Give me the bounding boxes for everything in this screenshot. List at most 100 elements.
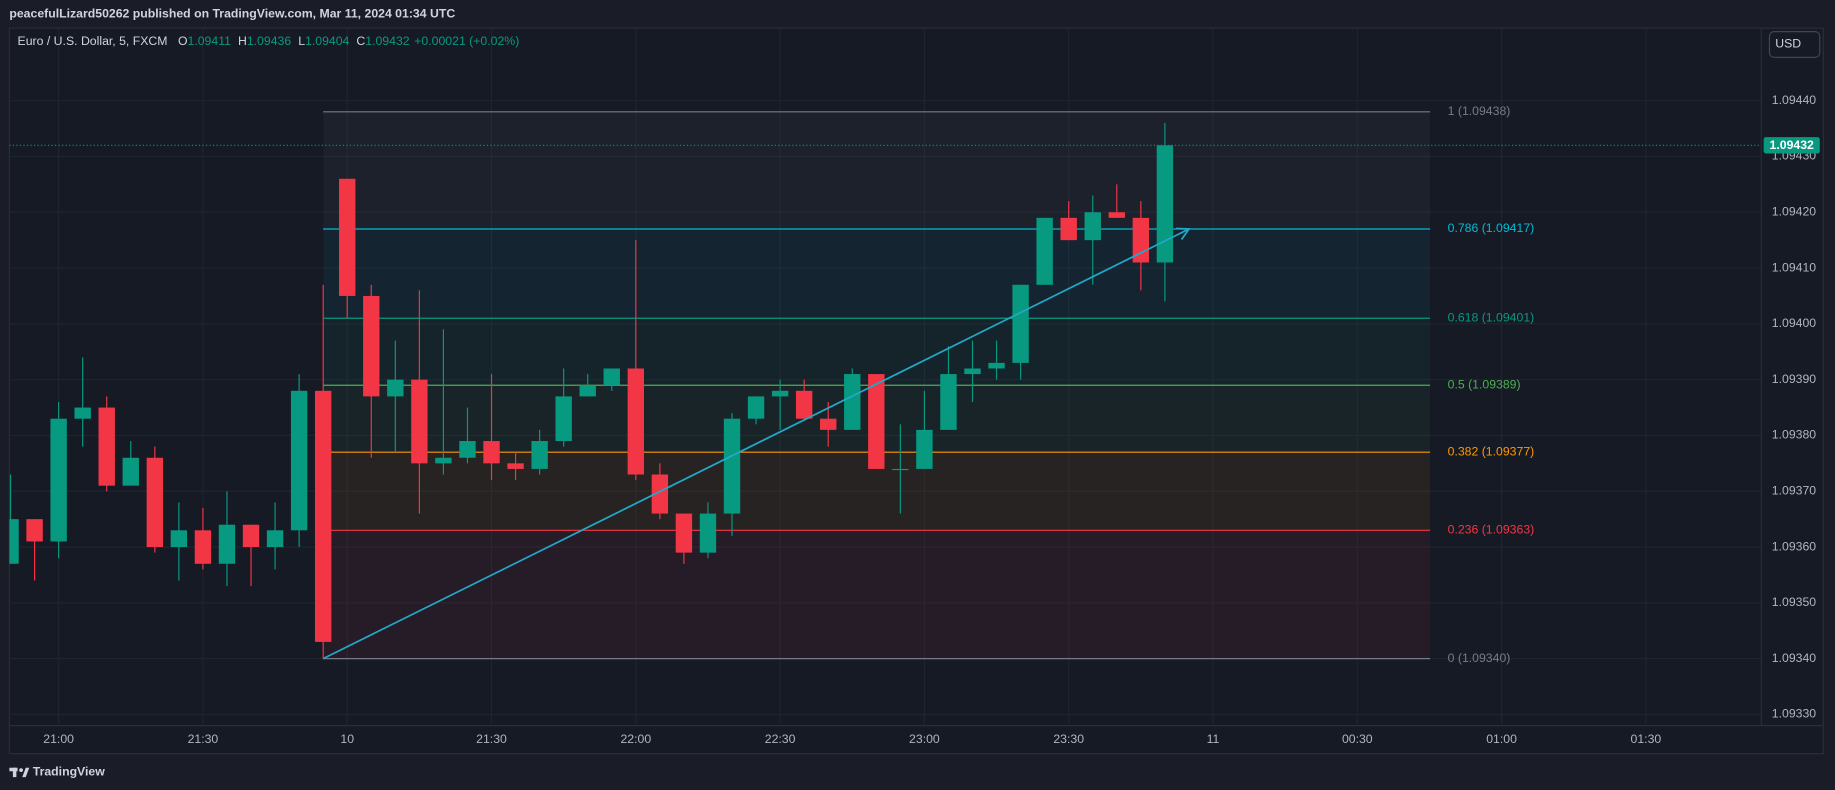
candle-body	[387, 379, 404, 397]
currency-button[interactable]	[1768, 31, 1821, 58]
candle-body	[940, 374, 957, 430]
grid	[9, 28, 1762, 726]
candle-body	[1012, 284, 1029, 363]
candle-body	[50, 418, 67, 542]
x-tick-label: 00:30	[1342, 732, 1373, 746]
candle-body	[411, 379, 428, 464]
legend-value: 1.09411	[188, 34, 232, 48]
candle-body	[1036, 217, 1053, 285]
x-tick-label: 11	[1207, 732, 1220, 746]
last-price-badge	[1763, 137, 1820, 154]
candle-body	[868, 374, 885, 469]
candle-body	[531, 441, 548, 469]
candle-body	[363, 295, 380, 397]
trend-arrow	[1176, 227, 1191, 241]
candle-body	[795, 390, 813, 419]
candle-body	[218, 524, 236, 564]
candle-body	[892, 468, 909, 471]
y-tick-label: 1.09380	[1772, 428, 1817, 442]
legend-value: 1.09404	[305, 34, 350, 48]
x-tick-label: 21:00	[43, 732, 74, 746]
candle-body	[579, 385, 596, 397]
fib-label: 1 (1.09438)	[1448, 104, 1511, 118]
candle-body	[194, 530, 212, 564]
x-tick-label: 01:30	[1631, 732, 1662, 746]
legend-value: 1.09432	[365, 34, 410, 48]
trend-line	[322, 228, 1190, 660]
x-tick-label: 01:00	[1486, 732, 1517, 746]
legend-value: 1.09436	[247, 34, 292, 48]
fib-band	[323, 111, 1431, 229]
legend-key: C	[356, 34, 365, 48]
fib-band	[323, 228, 1431, 319]
candle-body	[459, 441, 476, 458]
candle-body	[916, 429, 933, 469]
candle-body	[1108, 212, 1125, 218]
candle-body	[627, 368, 645, 475]
candle-body	[483, 441, 500, 464]
axes: 1.094401.094301.094201.094101.094001.093…	[43, 93, 1820, 746]
candle-body	[988, 362, 1005, 369]
fib-label: 0 (1.09340)	[1448, 651, 1511, 665]
publish-info: peacefulLizard50262 published on Trading…	[9, 6, 455, 20]
candle-body	[122, 457, 139, 486]
candle-body	[675, 513, 693, 553]
y-tick-label: 1.09330	[1772, 707, 1817, 721]
symbol: Euro / U.S. Dollar, 5, FXCM	[18, 34, 168, 48]
legend-key: O	[178, 34, 188, 48]
chart-pane	[8, 27, 1824, 755]
candle-body	[603, 368, 620, 386]
y-tick-label: 1.09360	[1772, 539, 1817, 553]
candle-body	[723, 418, 741, 514]
candle-body	[820, 418, 837, 430]
candle-body	[435, 457, 452, 464]
y-tick-label: 1.09370	[1772, 483, 1817, 497]
candle-body	[651, 474, 669, 514]
currency-label[interactable]: USD	[1775, 37, 1801, 51]
candle-body	[98, 407, 115, 486]
candle-body	[290, 390, 308, 531]
legend-key: L	[298, 34, 305, 48]
candle-body	[170, 530, 188, 548]
candle-body	[1060, 217, 1077, 241]
brand-logo	[9, 767, 30, 778]
last-price-label: 1.09432	[1770, 138, 1815, 152]
y-tick-label: 1.09400	[1772, 316, 1817, 330]
x-tick-label: 22:00	[620, 732, 651, 746]
fib-label: 0.236 (1.09363)	[1448, 523, 1535, 537]
candle-body	[747, 396, 765, 419]
candle-body	[699, 513, 717, 553]
y-tick-label: 1.09390	[1772, 372, 1817, 386]
legend-key: H	[238, 34, 247, 48]
fib-label: 0.5 (1.09389)	[1448, 377, 1521, 391]
candle-body	[1084, 212, 1101, 241]
candle-body	[339, 178, 356, 296]
x-tick-label: 21:30	[188, 732, 219, 746]
candle-body	[146, 457, 164, 548]
x-tick-label: 23:00	[909, 732, 940, 746]
candle-body	[9, 519, 19, 564]
plot: 1 (1.09438) 0.786 (1.09417) 0.618 (1.09401…	[9, 104, 1762, 665]
x-tick-label: 21:30	[476, 732, 507, 746]
candle-body	[1156, 145, 1174, 263]
y-tick-label: 1.09440	[1772, 93, 1817, 107]
candle-body	[242, 524, 260, 548]
fib-band	[323, 530, 1431, 659]
fib-label: 0.786 (1.09417)	[1448, 221, 1535, 235]
candle-body	[266, 530, 284, 548]
x-tick-label: 23:30	[1053, 732, 1084, 746]
fib-label: 0.618 (1.09401)	[1448, 311, 1535, 325]
candle-body	[26, 519, 43, 542]
x-tick-label: 10	[340, 732, 354, 746]
candle-body	[74, 407, 91, 419]
y-tick-label: 1.09420	[1772, 205, 1817, 219]
fib-label: 0.382 (1.09377)	[1448, 444, 1535, 458]
y-tick-label: 1.09350	[1772, 595, 1817, 609]
legend: Euro / U.S. Dollar, 5, FXCM O1.09411 H1.0…	[18, 34, 520, 48]
y-tick-label: 1.09410	[1772, 260, 1817, 274]
candle-body	[964, 368, 981, 375]
x-tick-label: 22:30	[765, 732, 796, 746]
y-tick-label: 1.09340	[1772, 651, 1817, 665]
